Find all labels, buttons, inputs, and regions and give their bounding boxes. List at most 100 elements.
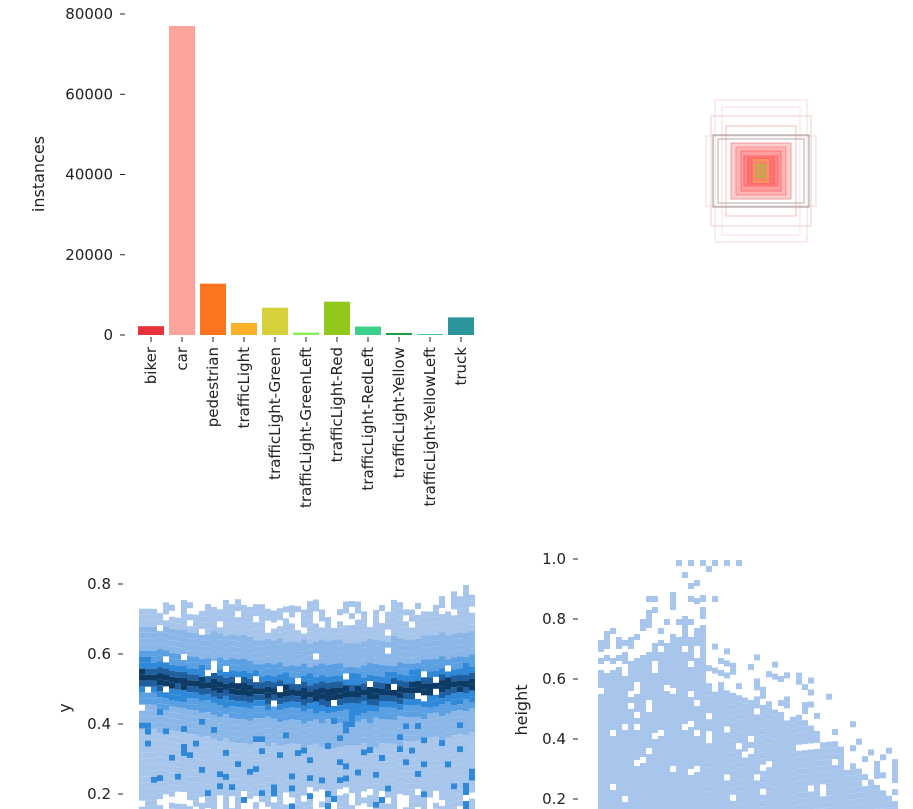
heatmap-cell <box>397 608 403 615</box>
heatmap-cell <box>451 669 457 676</box>
heatmap-cell <box>379 647 385 654</box>
heatmap-cell <box>229 748 235 755</box>
heatmap-cell <box>409 753 415 760</box>
heatmap-cell <box>163 722 169 729</box>
heatmap-cell <box>826 801 832 808</box>
heatmap-cell <box>688 643 694 649</box>
heatmap-cell <box>295 690 301 697</box>
heatmap-cell <box>778 730 784 736</box>
heatmap-cell <box>646 658 652 664</box>
heatmap-cell <box>622 700 628 706</box>
heatmap-cell <box>235 791 241 798</box>
heatmap-cell <box>349 733 355 740</box>
heatmap-cell <box>409 615 415 622</box>
heatmap-cell <box>730 800 736 807</box>
heatmap-cell <box>283 642 289 649</box>
heatmap-cell <box>289 611 295 618</box>
heatmap-cell <box>457 668 463 675</box>
heatmap-cell <box>283 672 289 679</box>
heatmap-cell <box>223 797 229 804</box>
heatmap-cell <box>169 676 175 683</box>
heatmap-cell <box>427 641 433 648</box>
heatmap-cell <box>892 807 898 809</box>
heatmap-cell <box>307 607 313 614</box>
heatmap-cell <box>145 722 151 729</box>
heatmap-cell <box>802 708 808 715</box>
heatmap-cell <box>349 757 355 764</box>
heatmap-cell <box>301 663 307 670</box>
heatmap-cell <box>277 674 283 681</box>
heatmap-cell <box>694 664 700 670</box>
heatmap-cell <box>259 736 265 743</box>
heatmap-cell <box>742 775 748 782</box>
heatmap-cell <box>640 787 646 793</box>
heatmap-cell <box>379 761 385 768</box>
heatmap-cell <box>235 767 241 774</box>
heatmap-cell <box>724 672 730 679</box>
heatmap-cell <box>415 602 421 609</box>
heatmap-cell <box>235 749 241 756</box>
heatmap-cell <box>445 695 451 702</box>
heatmap-cell <box>892 765 898 772</box>
heatmap-cell <box>616 775 622 781</box>
heatmap-cell <box>283 690 289 697</box>
heatmap-cell <box>235 719 241 726</box>
heatmap-cell <box>151 656 157 663</box>
heatmap-cell <box>187 698 193 705</box>
heatmap-cell <box>427 647 433 654</box>
heatmap-cell <box>463 650 469 657</box>
heatmap-cell <box>223 701 229 708</box>
heatmap-cell <box>205 778 211 785</box>
heatmap-cell <box>355 709 361 716</box>
heatmap-cell <box>694 802 700 808</box>
heatmap-cell <box>187 602 193 609</box>
heatmap-cell <box>193 710 199 717</box>
heatmap-cell <box>259 694 265 701</box>
heatmap-cell <box>229 742 235 749</box>
heatmap-cell <box>169 616 175 623</box>
heatmap-cell <box>277 752 283 759</box>
heatmap-cell <box>754 654 760 661</box>
heatmap-cell <box>766 779 772 786</box>
heatmap-cell <box>343 727 349 734</box>
heatmap-cell <box>652 643 658 649</box>
heatmap-cell <box>409 747 415 754</box>
heatmap-cell <box>163 764 169 771</box>
heatmap-cell <box>199 772 205 779</box>
heatmap-cell <box>181 636 187 643</box>
heatmap-cell <box>235 629 241 636</box>
heatmap-cell <box>319 687 325 694</box>
heatmap-cell <box>796 768 802 775</box>
heatmap-cell <box>385 611 391 618</box>
heatmap-cell <box>325 629 331 636</box>
heatmap-cell <box>421 713 427 720</box>
heatmap-cell <box>361 671 367 678</box>
heatmap-cell <box>409 675 415 682</box>
heatmap-cell <box>652 649 658 655</box>
heatmap-cell <box>169 724 175 731</box>
heatmap-cell <box>145 698 151 705</box>
heatmap-cell <box>754 744 760 751</box>
heatmap-cell <box>646 694 652 700</box>
heatmap-cell <box>181 750 187 757</box>
heatmap-cell <box>175 665 181 672</box>
heatmap-cell <box>247 630 253 637</box>
heatmap-cell <box>319 639 325 646</box>
heatmap-cell <box>181 696 187 703</box>
heatmap-cell <box>229 616 235 623</box>
heatmap-cell <box>652 703 658 709</box>
heatmap-cell <box>325 743 331 750</box>
heatmap-cell <box>469 690 475 697</box>
heatmap-cell <box>289 623 295 630</box>
heatmap-cell <box>151 638 157 645</box>
heatmap-cell <box>598 640 604 646</box>
heatmap-cell <box>403 789 409 796</box>
heatmap-cell <box>730 746 736 753</box>
heatmap-cell <box>694 748 700 754</box>
heatmap-cell <box>439 704 445 711</box>
heatmap-cell <box>253 646 259 653</box>
heatmap-cell <box>409 627 415 634</box>
heatmap-cell <box>175 737 181 744</box>
heatmap-cell <box>265 776 271 783</box>
heatmap-cell <box>181 732 187 739</box>
